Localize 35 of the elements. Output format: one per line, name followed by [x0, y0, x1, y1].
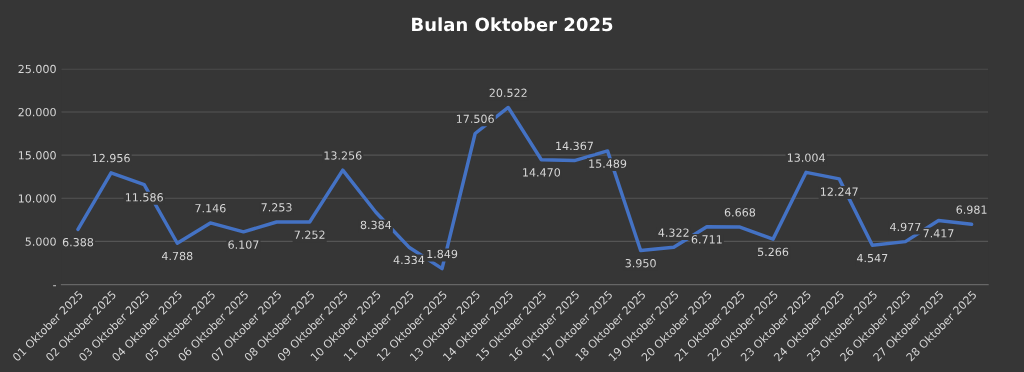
data-label: 13.004	[787, 153, 825, 162]
data-label: 15.489	[589, 159, 627, 168]
data-label: 7.146	[195, 204, 226, 213]
data-label: 6.388	[62, 237, 94, 247]
y-tick-label: 20.000	[18, 107, 56, 117]
data-label: 7.417	[923, 229, 954, 238]
data-label: 4.322	[658, 228, 689, 237]
data-label: 5.266	[757, 247, 789, 257]
data-label: 6.981	[956, 205, 987, 214]
chart-title: Bulan Oktober 2025	[412, 17, 613, 32]
y-tick-label: 10.000	[18, 194, 56, 203]
data-label: 14.470	[523, 168, 561, 177]
data-label: 17.506	[456, 114, 494, 124]
data-label: 4.547	[856, 254, 888, 263]
data-label: 8.384	[360, 220, 392, 230]
data-label: 7.253	[261, 203, 292, 212]
y-tick-label: 5.000	[25, 237, 56, 246]
data-label: 12.956	[92, 153, 130, 163]
data-label: 13.256	[324, 151, 362, 160]
data-label: 11.586	[125, 193, 163, 202]
data-label: 4.977	[890, 222, 921, 232]
data-label: 14.367	[556, 141, 593, 151]
data-label: 12.247	[821, 187, 858, 196]
data-label: 4.334	[393, 255, 425, 265]
data-label: 20.522	[489, 88, 527, 97]
data-label: 6.711	[691, 235, 722, 244]
y-tick-label: 15.000	[18, 151, 56, 160]
data-label: 4.788	[161, 251, 193, 261]
y-tick-label: 25.000	[18, 64, 56, 74]
data-label: 6.107	[228, 240, 259, 249]
y-tick-label: -	[53, 285, 57, 287]
data-label: 7.252	[294, 230, 325, 239]
data-label: 6.668	[724, 208, 756, 217]
data-label: 3.950	[625, 259, 656, 268]
data-label: 1.849	[427, 249, 458, 259]
